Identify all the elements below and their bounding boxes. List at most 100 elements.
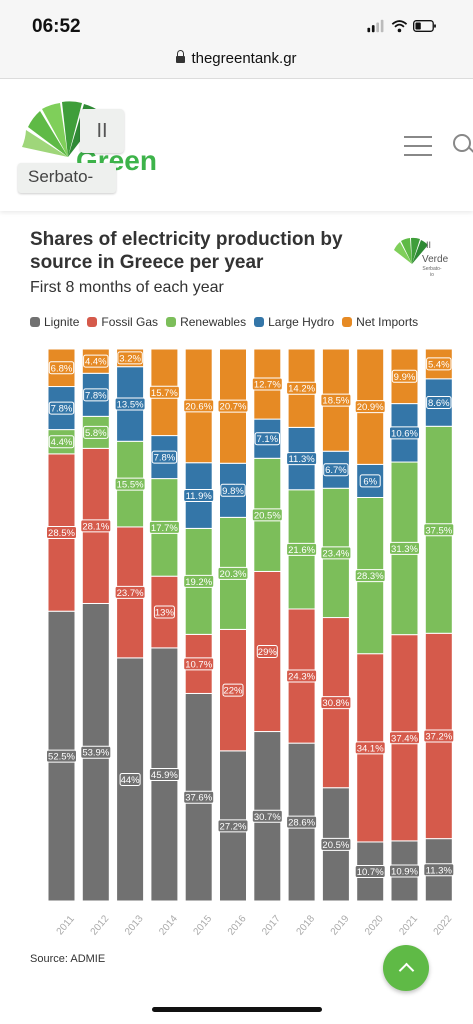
logo-tag-text: Serbato-	[28, 167, 94, 186]
data-label: 14.2%	[288, 384, 315, 395]
data-label-bg	[320, 546, 352, 560]
data-label-bg	[183, 399, 215, 413]
data-label-bg	[323, 463, 349, 477]
data-label: 37.5%	[425, 525, 452, 536]
data-label: 10.9%	[391, 866, 418, 877]
badge-line2: Verde	[422, 254, 449, 265]
data-label: 20.9%	[357, 402, 384, 413]
data-label: 8.6%	[428, 398, 450, 409]
data-label: 7.1%	[256, 434, 278, 445]
data-label-bg	[117, 351, 143, 365]
lock-icon	[176, 50, 186, 63]
battery-icon	[413, 20, 436, 32]
legend-label: Net Imports	[356, 315, 419, 329]
data-label-bg	[83, 388, 109, 402]
address-bar[interactable]: thegreentank.gr	[0, 42, 473, 79]
data-label: 13%	[155, 608, 175, 619]
data-label: 5.8%	[85, 428, 107, 439]
data-label-bg	[354, 400, 386, 414]
data-label-bg	[183, 574, 215, 588]
data-label: 21.6%	[288, 545, 315, 556]
data-label: 27.2%	[220, 821, 247, 832]
x-tick-label: 2014	[157, 913, 180, 937]
legend-item[interactable]: Renewables	[166, 315, 246, 329]
data-label: 31.3%	[391, 544, 418, 555]
data-label-bg	[80, 745, 112, 759]
data-label-bg	[286, 452, 318, 466]
site-logo[interactable]: Green II Serbato-	[18, 97, 157, 193]
data-label: 37.6%	[185, 793, 212, 804]
legend-item[interactable]: Fossil Gas	[87, 315, 158, 329]
green-tank-badge: II Verde Serbato-io	[392, 232, 448, 284]
data-label-bg	[391, 369, 418, 383]
data-label-bg	[222, 683, 244, 697]
logo-pause-overlay: II	[80, 109, 124, 153]
data-label-bg	[389, 864, 420, 878]
data-label-bg	[46, 749, 77, 763]
data-label-bg	[220, 483, 246, 497]
data-label: 11.3%	[288, 454, 315, 465]
data-label: 20.7%	[220, 402, 247, 413]
data-label-bg	[153, 605, 175, 619]
x-tick-label: 2019	[329, 913, 352, 937]
scroll-to-top-button[interactable]	[383, 945, 429, 991]
data-label-bg	[148, 385, 180, 399]
data-label: 24.3%	[288, 672, 315, 683]
data-label: 7.8%	[85, 390, 107, 401]
wifi-icon	[391, 20, 408, 33]
data-label: 13.5%	[117, 399, 144, 410]
x-tick-label: 2017	[260, 913, 283, 937]
data-label-bg	[286, 669, 318, 683]
data-label-bg	[217, 819, 249, 833]
data-label: 7.8%	[154, 453, 176, 464]
data-label-bg	[80, 519, 112, 533]
data-label: 4.4%	[85, 357, 107, 368]
data-label-bg	[148, 520, 180, 534]
data-label-bg	[426, 357, 452, 371]
status-bar: 06:52	[0, 0, 473, 42]
data-label-bg	[119, 772, 141, 786]
data-label-bg	[359, 474, 381, 488]
data-label-bg	[286, 815, 318, 829]
stacked-bar-chart: 52.5% 28.5% 4.4% 7.8% 6.8% 2011 53.9% 28.1% 5.8%…	[46, 348, 455, 938]
legend-item[interactable]: Lignite	[30, 315, 79, 329]
legend-swatch	[30, 317, 40, 327]
data-label: 3.2%	[119, 353, 141, 364]
data-label: 10.6%	[391, 428, 418, 439]
data-label-bg	[114, 477, 146, 491]
status-icons	[367, 19, 436, 33]
data-label-bg	[251, 809, 283, 823]
data-label: 30.7%	[254, 812, 281, 823]
data-label-bg	[423, 523, 455, 537]
data-label: 15.7%	[151, 388, 178, 399]
data-label: 9.8%	[222, 486, 244, 497]
badge-line1: II	[426, 240, 432, 250]
chart-legend: Lignite Fossil Gas Renewables Large Hydro Ne…	[30, 315, 426, 333]
data-label: 6.8%	[51, 363, 73, 374]
data-label-bg	[426, 396, 452, 410]
data-label-bg	[286, 381, 318, 395]
data-label: 28.1%	[82, 521, 109, 532]
x-tick-label: 2021	[397, 913, 420, 937]
data-label-bg	[254, 432, 281, 446]
data-label: 44%	[121, 775, 141, 786]
legend-label: Lignite	[44, 315, 80, 329]
legend-swatch	[254, 317, 265, 327]
data-label: 10.7%	[185, 659, 212, 670]
site-header: Green II Serbato-	[0, 79, 473, 211]
signal-icon	[367, 19, 384, 33]
legend-item[interactable]: Large Hydro	[254, 315, 334, 329]
search-icon[interactable]	[453, 134, 471, 152]
data-label: 20.5%	[254, 510, 281, 521]
data-label-bg	[114, 585, 146, 599]
data-label-bg	[48, 361, 75, 375]
hamburger-menu-icon[interactable]	[404, 136, 432, 156]
chart-subtitle: First 8 months of each year	[30, 279, 224, 296]
legend-item[interactable]: Net Imports	[342, 315, 418, 329]
data-label: 9.9%	[394, 372, 416, 383]
data-label: 10.7%	[357, 867, 384, 878]
url-text: thegreentank.gr	[191, 50, 297, 67]
data-label-bg	[48, 435, 75, 449]
data-label-bg	[183, 489, 215, 503]
data-label-bg	[217, 566, 249, 580]
